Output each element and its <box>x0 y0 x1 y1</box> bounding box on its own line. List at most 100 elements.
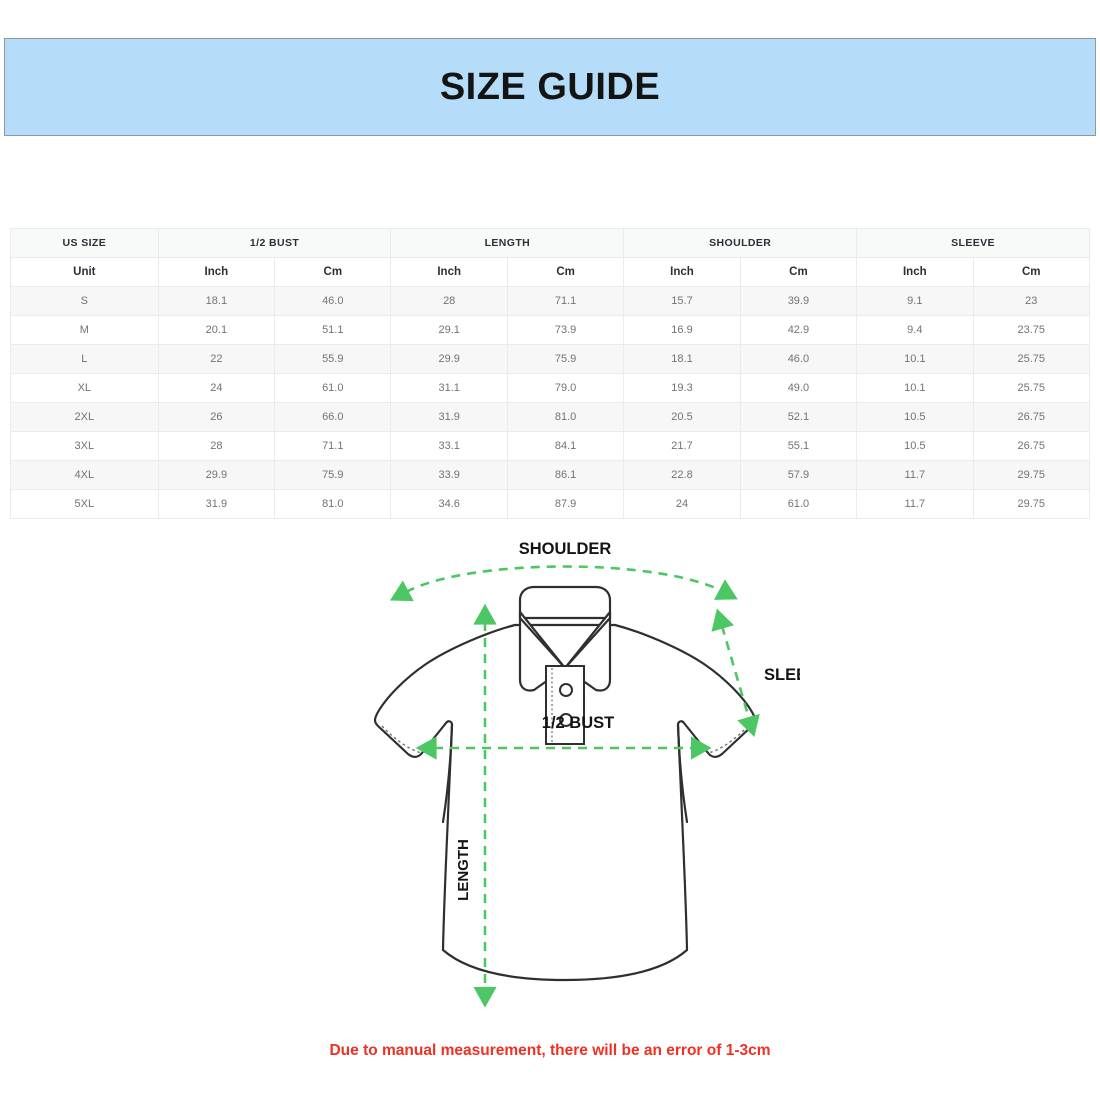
cell-length-in: 31.1 <box>390 373 508 403</box>
table-row: M 20.1 51.1 29.1 73.9 16.9 42.9 9.4 23.75 <box>10 315 1091 345</box>
group-header-row: US SIZE 1/2 BUST LENGTH SHOULDER SLEEVE <box>10 228 1090 258</box>
table-row: 2XL 26 66.0 31.9 81.0 20.5 52.1 10.5 26.75 <box>10 402 1091 432</box>
cell-shoulder-cm: 55.1 <box>739 431 858 461</box>
cell-sleeve-in: 9.1 <box>856 286 974 316</box>
cell-size: 3XL <box>10 431 159 461</box>
size-chart-container: US SIZE 1/2 BUST LENGTH SHOULDER SLEEVE … <box>10 228 1091 519</box>
group-header-bust: 1/2 BUST <box>157 228 392 258</box>
group-header-length: LENGTH <box>390 228 625 258</box>
group-header-us-size: US SIZE <box>10 228 159 258</box>
cell-bust-in: 20.1 <box>157 315 276 345</box>
cell-shoulder-in: 21.7 <box>623 431 741 461</box>
table-row: L 22 55.9 29.9 75.9 18.1 46.0 10.1 25.75 <box>10 344 1091 374</box>
shoulder-label: SHOULDER <box>519 540 612 558</box>
cell-bust-in: 26 <box>157 402 276 432</box>
cell-sleeve-cm: 29.75 <box>972 489 1091 519</box>
shoulder-measure-arrow <box>389 565 738 602</box>
table-row: 3XL 28 71.1 33.1 84.1 21.7 55.1 10.5 26.75 <box>10 431 1091 461</box>
cell-length-cm: 75.9 <box>506 344 625 374</box>
size-chart-table: US SIZE 1/2 BUST LENGTH SHOULDER SLEEVE … <box>10 228 1091 519</box>
unit-header-bust-inch: Inch <box>157 257 276 287</box>
cell-size: 4XL <box>10 460 159 490</box>
cell-bust-in: 18.1 <box>157 286 276 316</box>
cell-length-in: 29.1 <box>390 315 508 345</box>
button-top <box>559 683 573 697</box>
cell-bust-cm: 66.0 <box>274 402 392 432</box>
table-row: S 18.1 46.0 28 71.1 15.7 39.9 9.1 23 <box>10 286 1091 316</box>
cell-sleeve-cm: 23.75 <box>972 315 1091 345</box>
table-row: XL 24 61.0 31.1 79.0 19.3 49.0 10.1 25.75 <box>10 373 1091 403</box>
cell-shoulder-cm: 42.9 <box>739 315 858 345</box>
cell-bust-cm: 61.0 <box>274 373 392 403</box>
cell-size: XL <box>10 373 159 403</box>
size-guide-banner: SIZE GUIDE <box>4 38 1096 136</box>
cell-shoulder-in: 24 <box>623 489 741 519</box>
cell-length-in: 29.9 <box>390 344 508 374</box>
garment-measurement-diagram: SHOULDER LENGTH 1/2 BUST SLEEVE <box>330 540 800 1030</box>
unit-header-unit: Unit <box>10 257 159 287</box>
cell-sleeve-cm: 26.75 <box>972 402 1091 432</box>
cell-shoulder-cm: 52.1 <box>739 402 858 432</box>
unit-header-length-cm: Cm <box>506 257 625 287</box>
cell-sleeve-cm: 25.75 <box>972 373 1091 403</box>
cell-length-cm: 84.1 <box>506 431 625 461</box>
cell-length-in: 28 <box>390 286 508 316</box>
cell-shoulder-cm: 57.9 <box>739 460 858 490</box>
cell-length-cm: 86.1 <box>506 460 625 490</box>
group-header-sleeve: SLEEVE <box>856 228 1090 258</box>
cell-shoulder-cm: 61.0 <box>739 489 858 519</box>
button-placket <box>545 665 585 745</box>
cell-sleeve-cm: 25.75 <box>972 344 1091 374</box>
cell-length-cm: 87.9 <box>506 489 625 519</box>
cell-bust-cm: 46.0 <box>274 286 392 316</box>
cell-sleeve-in: 9.4 <box>856 315 974 345</box>
cell-bust-in: 28 <box>157 431 276 461</box>
cell-sleeve-cm: 29.75 <box>972 460 1091 490</box>
bust-label: 1/2 BUST <box>542 714 614 732</box>
cell-size: S <box>10 286 159 316</box>
sleeve-label: SLEEVE <box>764 666 800 684</box>
cell-bust-in: 29.9 <box>157 460 276 490</box>
cell-shoulder-in: 15.7 <box>623 286 741 316</box>
cell-length-in: 33.9 <box>390 460 508 490</box>
cell-sleeve-in: 11.7 <box>856 489 974 519</box>
cell-sleeve-cm: 26.75 <box>972 431 1091 461</box>
cell-bust-in: 24 <box>157 373 276 403</box>
cell-shoulder-in: 19.3 <box>623 373 741 403</box>
cell-length-cm: 71.1 <box>506 286 625 316</box>
cell-sleeve-in: 10.5 <box>856 431 974 461</box>
cell-shoulder-cm: 46.0 <box>739 344 858 374</box>
table-row: 5XL 31.9 81.0 34.6 87.9 24 61.0 11.7 29.75 <box>10 489 1091 519</box>
cell-length-cm: 81.0 <box>506 402 625 432</box>
cell-length-in: 33.1 <box>390 431 508 461</box>
cell-bust-cm: 55.9 <box>274 344 392 374</box>
sleeve-measure-arrow <box>711 608 760 737</box>
unit-header-row: Unit Inch Cm Inch Cm Inch Cm Inch Cm <box>10 257 1091 287</box>
cell-bust-in: 31.9 <box>157 489 276 519</box>
unit-header-sleeve-inch: Inch <box>856 257 974 287</box>
cell-size: 2XL <box>10 402 159 432</box>
cell-bust-cm: 71.1 <box>274 431 392 461</box>
cell-shoulder-in: 16.9 <box>623 315 741 345</box>
unit-header-shoulder-cm: Cm <box>739 257 858 287</box>
cell-size: L <box>10 344 159 374</box>
unit-header-sleeve-cm: Cm <box>972 257 1091 287</box>
cell-bust-in: 22 <box>157 344 276 374</box>
cell-sleeve-in: 10.1 <box>856 373 974 403</box>
cell-size: M <box>10 315 159 345</box>
cell-bust-cm: 51.1 <box>274 315 392 345</box>
table-row: 4XL 29.9 75.9 33.9 86.1 22.8 57.9 11.7 29.75 <box>10 460 1091 490</box>
length-label: LENGTH <box>455 839 472 901</box>
cell-shoulder-cm: 49.0 <box>739 373 858 403</box>
cell-shoulder-in: 20.5 <box>623 402 741 432</box>
cell-sleeve-cm: 23 <box>972 286 1091 316</box>
cell-shoulder-in: 18.1 <box>623 344 741 374</box>
cell-length-in: 34.6 <box>390 489 508 519</box>
unit-header-bust-cm: Cm <box>274 257 392 287</box>
cell-sleeve-in: 11.7 <box>856 460 974 490</box>
cell-shoulder-in: 22.8 <box>623 460 741 490</box>
unit-header-length-inch: Inch <box>390 257 508 287</box>
table-body: S 18.1 46.0 28 71.1 15.7 39.9 9.1 23 M 20.1 51.1 29.… <box>10 286 1091 519</box>
unit-header-shoulder-inch: Inch <box>623 257 741 287</box>
